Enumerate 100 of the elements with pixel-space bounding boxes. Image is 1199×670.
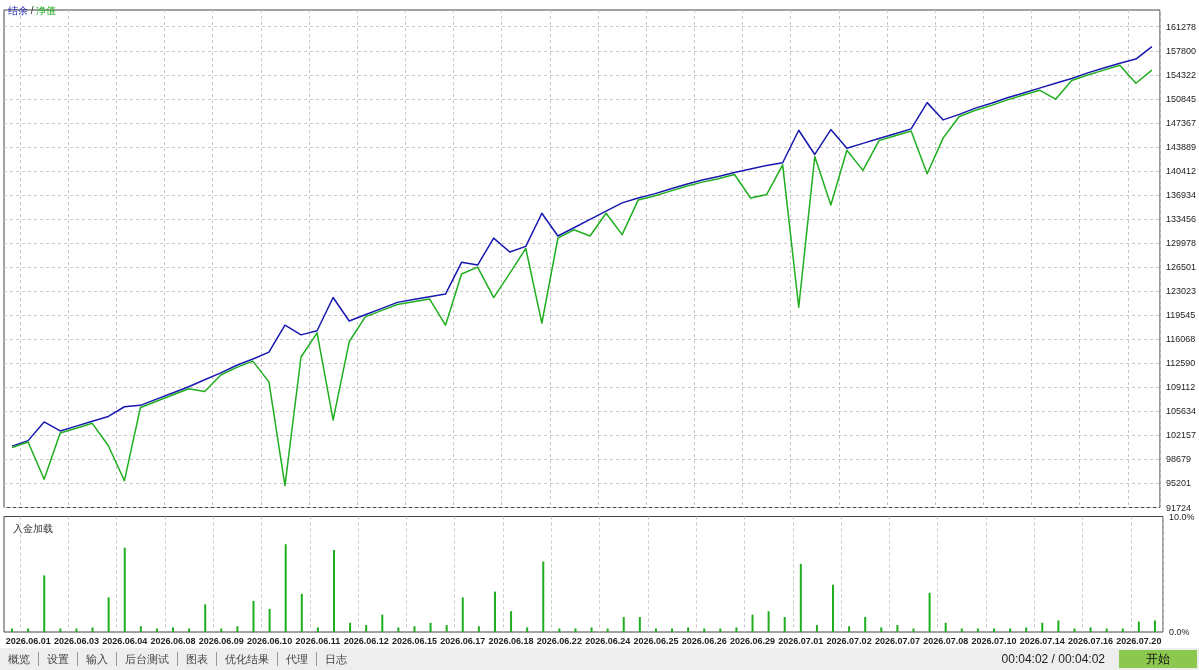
y-tick-label: 95201 <box>1165 478 1191 489</box>
bar <box>944 622 947 632</box>
bar <box>461 597 464 632</box>
bar <box>1089 627 1092 632</box>
y-tick-label: 116068 <box>1165 334 1196 345</box>
text: 入金加载 <box>13 522 53 534</box>
bar <box>751 614 754 632</box>
bar <box>622 616 625 632</box>
bar <box>542 561 545 632</box>
text: 设置 <box>39 652 78 666</box>
x-tick-label: 2026.06.08 <box>150 635 196 646</box>
bar <box>284 544 287 632</box>
bar <box>815 625 818 632</box>
y-tick-label: 140412 <box>1165 165 1197 176</box>
bar <box>316 627 319 632</box>
text: 优化结果 <box>217 652 278 666</box>
bar <box>848 626 851 632</box>
y-tick-label: 102157 <box>1165 430 1197 441</box>
x-tick-label: 2026.06.01 <box>5 635 51 646</box>
y-tick-label: 10.0% <box>1169 511 1195 522</box>
bar <box>349 622 352 632</box>
x-tick-label: 2026.07.08 <box>923 635 969 646</box>
y-tick-label: 0.0% <box>1169 627 1190 637</box>
y-tick-label: 143889 <box>1165 141 1197 152</box>
bar <box>365 625 368 632</box>
x-tick-label: 2026.06.18 <box>488 635 534 646</box>
bar <box>139 626 142 632</box>
x-tick-label: 2026.06.22 <box>536 635 582 646</box>
bar <box>767 611 770 632</box>
bar <box>1025 627 1028 632</box>
bar <box>687 627 690 632</box>
text: 代理 <box>278 652 317 666</box>
bar <box>1041 622 1044 632</box>
bar <box>172 627 175 632</box>
text: 日志 <box>324 652 348 666</box>
bar <box>332 550 335 632</box>
x-tick-label: 2026.06.04 <box>102 635 148 646</box>
bar <box>896 625 899 632</box>
y-tick-label: 133456 <box>1165 214 1197 225</box>
x-tick-label: 2026.06.11 <box>295 635 341 646</box>
y-tick-label: 123023 <box>1165 286 1197 297</box>
bar <box>832 584 835 632</box>
bar <box>590 627 593 632</box>
bar <box>445 625 448 632</box>
x-tick-label: 2026.06.26 <box>681 635 727 646</box>
y-tick-label: 154322 <box>1165 69 1197 80</box>
bar <box>799 563 802 632</box>
y-tick-label: 136934 <box>1165 190 1197 201</box>
y-tick-label: 112590 <box>1165 358 1196 369</box>
text: 图表 <box>178 652 217 666</box>
x-tick-label: 2026.06.15 <box>391 635 437 646</box>
y-tick-label: 126501 <box>1165 262 1197 273</box>
text: 净值 <box>36 4 57 16</box>
bar <box>413 626 416 632</box>
x-tick-label: 2026.07.07 <box>874 635 920 646</box>
bar <box>1153 620 1156 632</box>
y-tick-label: 105634 <box>1165 406 1197 417</box>
text: 后台测试 <box>117 652 178 666</box>
y-tick-label: 91724 <box>1165 502 1191 513</box>
bar <box>397 627 400 632</box>
bar <box>91 627 94 632</box>
bar <box>526 627 529 632</box>
bar <box>1137 621 1140 632</box>
bar <box>477 626 480 632</box>
bar <box>204 604 207 632</box>
x-tick-label: 2026.06.17 <box>440 635 486 646</box>
bar <box>252 600 255 632</box>
text: 输入 <box>78 652 117 666</box>
bar <box>864 616 867 632</box>
bar <box>735 627 738 632</box>
x-tick-label: 2026.07.20 <box>1116 635 1162 646</box>
y-tick-label: 150845 <box>1165 93 1197 104</box>
bar <box>43 575 46 632</box>
x-tick-label: 2026.06.24 <box>585 635 631 646</box>
bar <box>638 616 641 632</box>
bar <box>300 593 303 632</box>
bar <box>928 592 931 632</box>
bar <box>123 547 126 632</box>
y-tick-label: 157800 <box>1165 45 1197 56</box>
y-tick-label: 109112 <box>1165 382 1196 393</box>
x-tick-label: 2026.07.16 <box>1068 635 1114 646</box>
x-tick-label: 2026.06.09 <box>198 635 244 646</box>
bar <box>783 616 786 632</box>
y-tick-label: 98679 <box>1165 454 1191 465</box>
y-tick-label: 119545 <box>1165 310 1196 321</box>
x-tick-label: 2026.06.12 <box>343 635 389 646</box>
y-tick-label: 147367 <box>1165 117 1197 128</box>
text: 开始 <box>1119 650 1197 668</box>
bar <box>429 622 432 632</box>
bar <box>236 626 239 632</box>
bar <box>1057 620 1060 632</box>
bar <box>381 614 384 632</box>
x-tick-label: 2026.06.29 <box>730 635 776 646</box>
text: 概览 <box>0 652 39 666</box>
bar <box>268 608 271 632</box>
x-tick-label: 2026.07.14 <box>1019 635 1065 646</box>
x-tick-label: 2026.06.03 <box>53 635 99 646</box>
text: 00:04:02 / 00:04:02 <box>1001 652 1105 666</box>
bar <box>880 627 883 632</box>
x-tick-label: 2026.07.01 <box>778 635 824 646</box>
